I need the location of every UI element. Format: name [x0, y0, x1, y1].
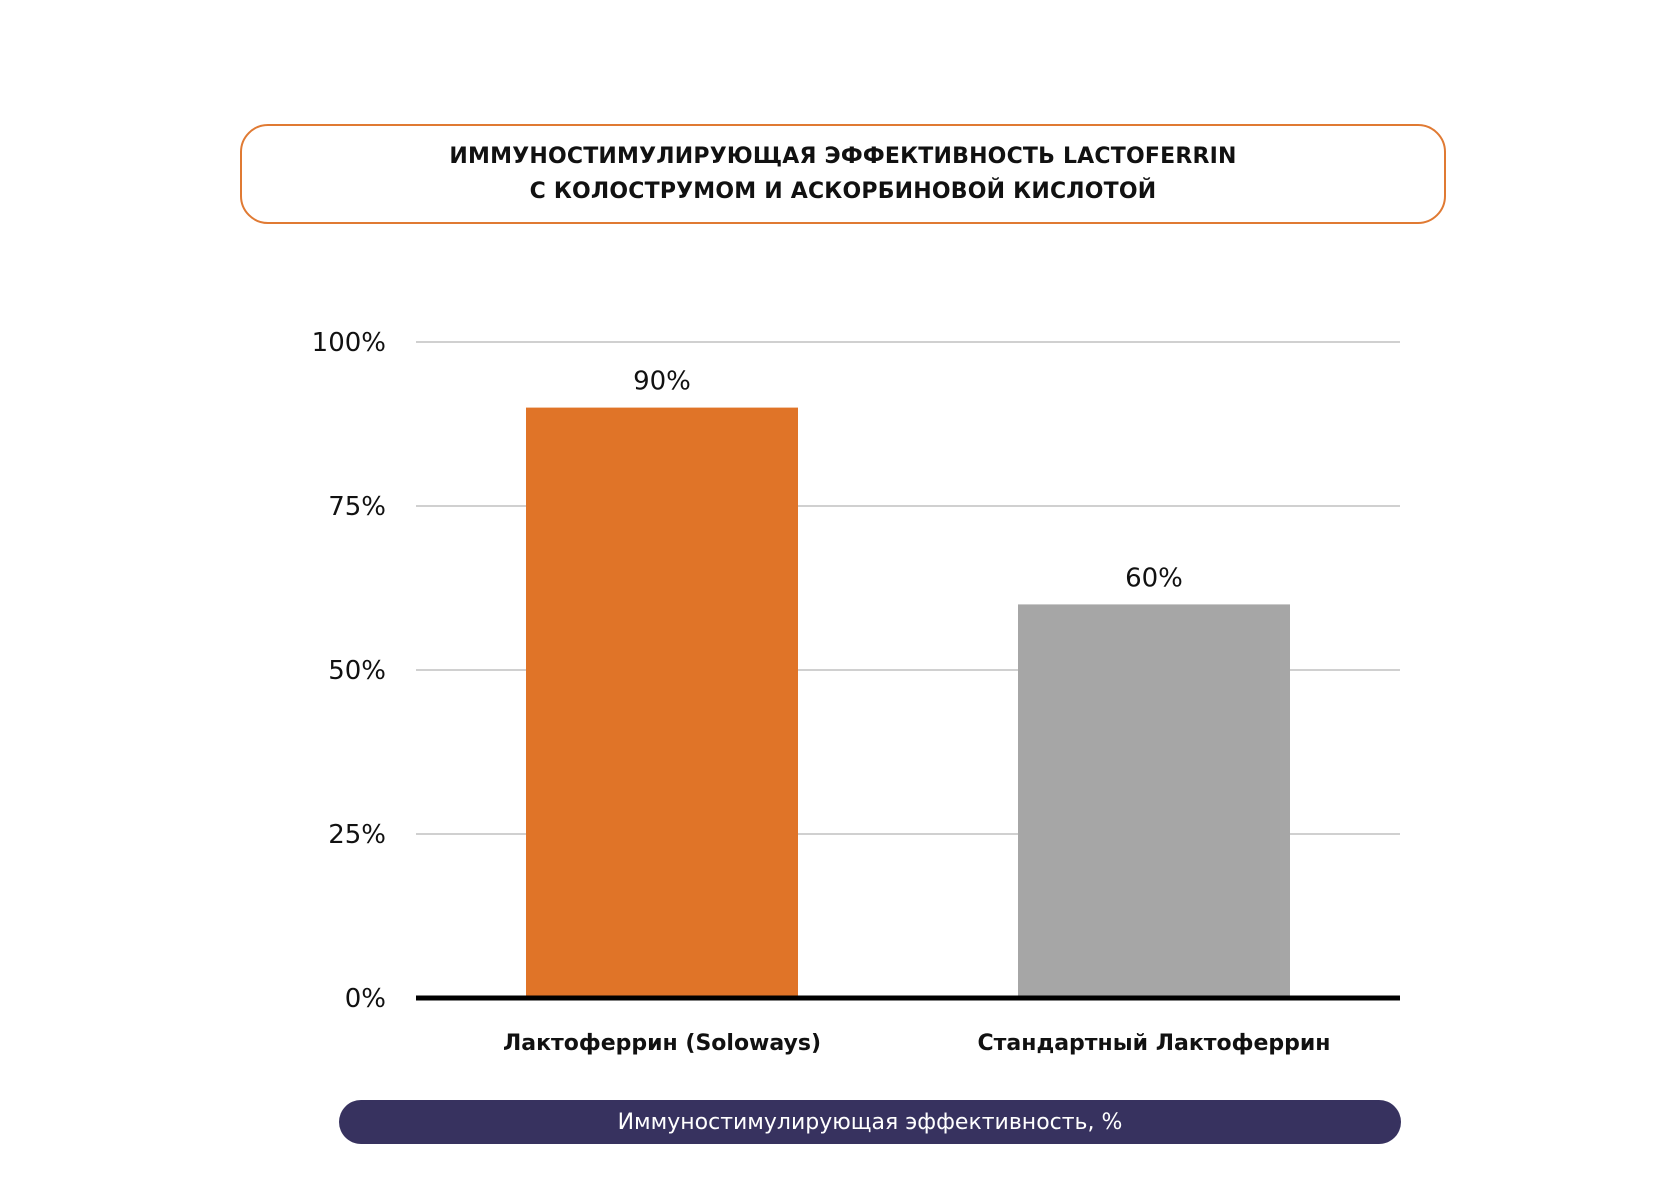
bar	[1018, 604, 1290, 998]
y-tick-label: 75%	[328, 492, 386, 522]
data-label: 90%	[633, 367, 691, 397]
x-axis-label: Иммуностимулирующая эффективность, %	[339, 1100, 1401, 1144]
bar	[526, 407, 798, 999]
chart-title-line-1: ИММУНОСТИМУЛИРУЮЩАЯ ЭФФЕКТИВНОСТЬ LACTOF…	[449, 144, 1237, 169]
chart-title-box: ИММУНОСТИМУЛИРУЮЩАЯ ЭФФЕКТИВНОСТЬ LACTOF…	[240, 124, 1446, 224]
y-tick-label: 25%	[328, 820, 386, 850]
y-tick-label: 0%	[345, 984, 386, 1014]
chart-title-line-2: С КОЛОСТРУМОМ И АСКОРБИНОВОЙ КИСЛОТОЙ	[529, 179, 1157, 204]
data-label: 60%	[1125, 563, 1183, 593]
y-tick-label: 100%	[312, 328, 386, 358]
x-tick-label: Стандартный Лактоферрин	[978, 1031, 1331, 1056]
x-tick-label: Лактоферрин (Soloways)	[503, 1031, 821, 1056]
y-tick-label: 50%	[328, 656, 386, 686]
